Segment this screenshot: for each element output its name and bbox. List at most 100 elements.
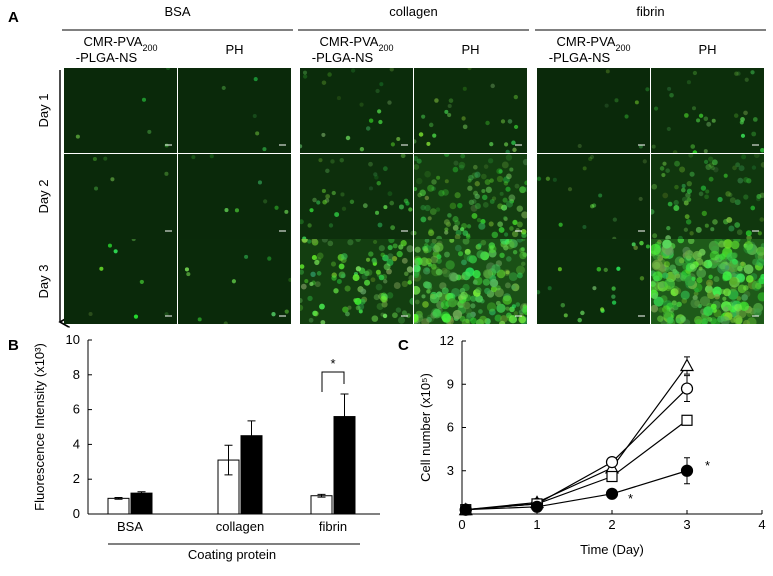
cell-spot <box>327 72 332 77</box>
significance-mark: * <box>705 458 710 473</box>
cell-spot <box>330 159 335 164</box>
cell-spot <box>417 192 423 198</box>
cell-spot <box>509 226 514 231</box>
cell-spot <box>405 201 410 206</box>
cell-spot <box>164 143 169 148</box>
cell-spot <box>703 159 709 165</box>
row-label: Day 1 <box>36 94 51 128</box>
cell-spot <box>288 277 291 282</box>
cell-spot <box>638 144 643 149</box>
cell-spot <box>461 116 466 121</box>
cell-spot <box>470 295 477 302</box>
cell-spot <box>460 291 468 300</box>
cell-spot <box>300 304 304 311</box>
cell-spot <box>657 281 669 292</box>
cell-spot <box>509 167 514 172</box>
cell-spot <box>611 294 616 299</box>
cell-spot <box>666 225 671 231</box>
cell-spot <box>224 208 229 213</box>
cell-spot <box>398 244 404 250</box>
cell-spot <box>500 119 506 124</box>
cell-spot <box>255 131 260 136</box>
cell-spot <box>521 232 527 239</box>
cell-spot <box>751 131 757 137</box>
cell-spot <box>461 222 468 229</box>
y-axis-label: Fluorescence Intensity (x10³) <box>32 343 47 511</box>
group-header: fibrin <box>636 4 664 19</box>
bar <box>107 497 130 515</box>
x-tick-label: 4 <box>758 517 765 532</box>
cell-spot <box>696 268 707 279</box>
cell-spot <box>651 292 658 300</box>
cell-spot <box>760 162 764 168</box>
cell-spot <box>184 267 189 272</box>
cell-spot <box>447 112 452 118</box>
panel-label: B <box>8 337 19 354</box>
cell-spot <box>462 301 471 310</box>
cell-spot <box>506 173 512 180</box>
cell-spot <box>684 113 689 118</box>
cell-spot <box>429 293 440 304</box>
cell-spot <box>708 274 713 280</box>
cell-spot <box>687 239 695 245</box>
cell-spot <box>704 223 709 228</box>
cell-spot <box>447 298 457 308</box>
cell-spot <box>414 164 420 170</box>
cell-spot <box>728 225 735 232</box>
cell-spot <box>692 250 702 261</box>
cell-spot <box>414 271 420 279</box>
micrograph <box>64 154 177 239</box>
cell-spot <box>503 217 508 222</box>
cell-spot <box>421 294 426 299</box>
cell-spot <box>522 158 527 166</box>
cell-spot <box>729 277 738 285</box>
cell-spot <box>710 303 717 310</box>
micrograph <box>64 68 177 153</box>
cell-spot <box>406 266 413 273</box>
cell-spot <box>504 142 509 147</box>
cell-spot <box>498 226 505 233</box>
cell-spot <box>488 308 496 316</box>
cell-spot <box>596 266 602 272</box>
cell-spot <box>638 196 643 202</box>
cell-spot <box>598 193 603 198</box>
cell-spot <box>386 268 392 275</box>
cell-spot <box>652 271 663 282</box>
cell-spot <box>424 239 430 243</box>
micrograph <box>537 239 650 324</box>
cell-spot <box>382 166 388 172</box>
cell-spot <box>454 244 462 252</box>
cell-spot <box>519 186 526 194</box>
cell-spot <box>751 280 762 291</box>
y-tick-label: 2 <box>73 471 80 486</box>
x-tick-label: fibrin <box>319 519 347 534</box>
cell-spot <box>736 71 741 76</box>
cell-spot <box>457 251 464 257</box>
cell-spot <box>710 166 715 171</box>
cell-spot <box>679 166 686 173</box>
cell-spot <box>414 264 421 273</box>
cell-spot <box>419 189 426 197</box>
cell-spot <box>164 312 169 317</box>
cell-spot <box>666 302 674 310</box>
column-header-text: CMR-PVA <box>319 34 378 49</box>
cell-spot <box>372 239 378 245</box>
cell-spot <box>704 194 709 200</box>
cell-spot <box>395 307 402 313</box>
cell-spot <box>495 285 501 291</box>
cell-spot <box>300 219 304 225</box>
cell-spot <box>325 168 330 174</box>
cell-spot <box>717 196 723 203</box>
cell-spot <box>603 267 608 273</box>
cell-spot <box>728 261 740 273</box>
cell-spot <box>516 239 523 243</box>
cell-spot <box>430 263 437 270</box>
cell-spot <box>485 120 490 126</box>
cell-spot <box>711 159 718 166</box>
error-bar <box>340 393 349 440</box>
cell-spot <box>300 283 307 290</box>
x-tick-label: 3 <box>683 517 690 532</box>
cell-spot <box>567 187 573 192</box>
cell-spot <box>375 210 380 215</box>
error-bar <box>114 496 123 500</box>
